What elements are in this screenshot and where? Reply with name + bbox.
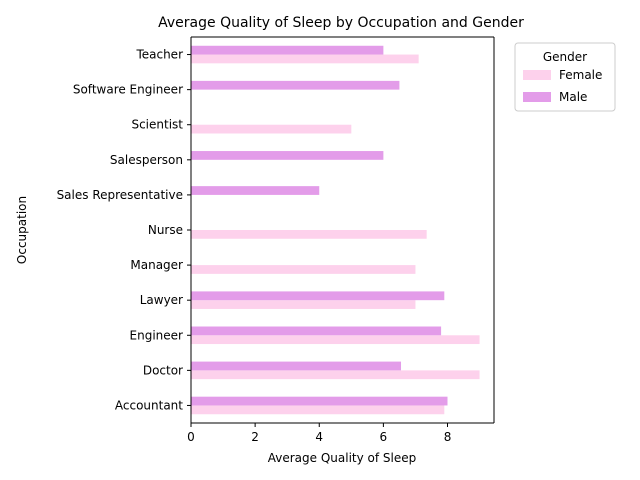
y-tick-label-lawyer: Lawyer	[140, 293, 183, 307]
x-axis-label: Average Quality of Sleep	[268, 451, 417, 465]
bar-male-doctor	[191, 361, 402, 371]
x-tick-label-0: 0	[187, 430, 195, 444]
y-tick-label-teacher: Teacher	[135, 48, 183, 62]
x-tick-label-2: 2	[251, 430, 259, 444]
legend-label-male: Male	[559, 90, 587, 104]
bar-male-accountant	[191, 396, 448, 406]
plot-area	[190, 36, 495, 424]
y-tick-label-sales-representative: Sales Representative	[57, 188, 183, 202]
bar-male-software-engineer	[191, 80, 400, 90]
bar-male-engineer	[191, 326, 442, 336]
bar-male-salesperson	[191, 151, 384, 160]
y-tick-label-manager: Manager	[130, 258, 183, 272]
y-tick-label-doctor: Doctor	[143, 363, 183, 377]
x-tick-label-6: 6	[380, 430, 388, 444]
bar-female-accountant	[191, 405, 445, 415]
bar-female-engineer	[191, 335, 480, 345]
bar-female-scientist	[191, 124, 352, 134]
legend-swatch-female	[523, 70, 551, 80]
y-tick-label-salesperson: Salesperson	[110, 153, 183, 167]
chart-title: Average Quality of Sleep by Occupation a…	[158, 15, 524, 31]
bar-female-doctor	[191, 370, 480, 380]
legend-swatch-male	[523, 92, 551, 102]
legend-label-female: Female	[559, 68, 602, 82]
x-tick-label-4: 4	[315, 430, 323, 444]
bar-male-lawyer	[191, 291, 445, 301]
y-axis-label: Occupation	[15, 196, 29, 264]
x-tick-label-8: 8	[444, 430, 452, 444]
x-axis: 0 2 4 6 8	[187, 423, 451, 444]
bar-female-manager	[191, 265, 416, 274]
bar-female-teacher	[191, 54, 419, 64]
y-tick-label-accountant: Accountant	[115, 398, 183, 412]
bar-female-nurse	[191, 230, 427, 239]
y-tick-label-nurse: Nurse	[148, 223, 183, 237]
y-tick-label-software-engineer: Software Engineer	[73, 83, 183, 97]
bar-male-sales-representative	[191, 186, 320, 195]
y-tick-label-engineer: Engineer	[130, 328, 184, 342]
bar-male-teacher	[191, 45, 384, 55]
y-tick-label-scientist: Scientist	[131, 118, 183, 132]
legend: Gender Female Male	[514, 42, 616, 112]
legend-title: Gender	[543, 50, 587, 64]
bar-female-lawyer	[191, 300, 416, 309]
y-axis: Accountant Doctor Engineer Lawyer Manager Nur…	[57, 48, 191, 412]
